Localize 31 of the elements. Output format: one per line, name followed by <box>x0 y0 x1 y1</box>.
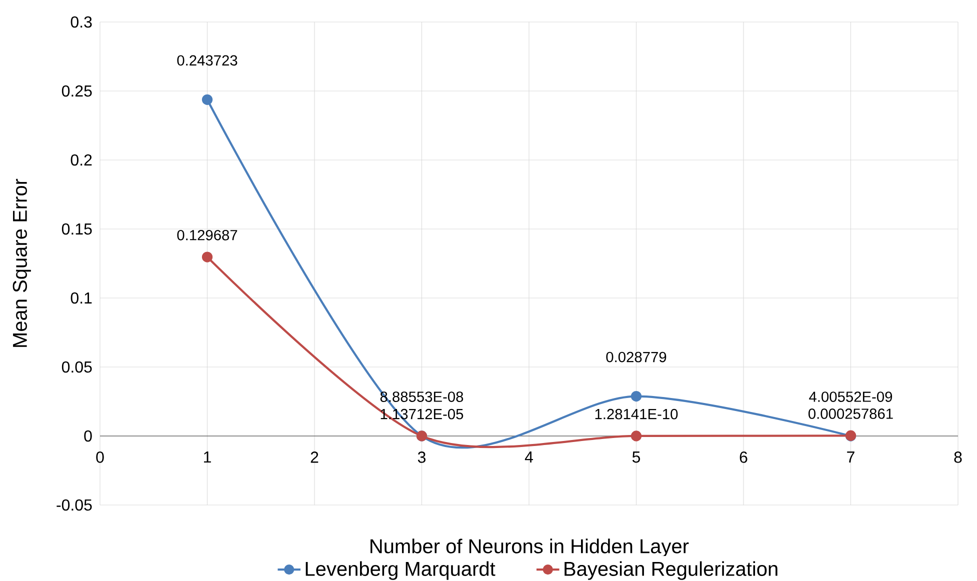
x-tick-label: 7 <box>847 452 854 463</box>
x-tick-label: 5 <box>632 452 640 463</box>
point <box>630 430 642 442</box>
point <box>630 390 642 402</box>
point <box>202 252 213 262</box>
y-tick-label: 0.25 <box>62 85 92 97</box>
y-tick-label: 0 <box>84 430 92 442</box>
x-tick-label: 4 <box>524 452 533 463</box>
data-label: 0.129687 <box>177 230 238 240</box>
x-axis-title: Number of Neurons in Hidden Layer <box>370 538 689 558</box>
y-tick-label: 0.1 <box>70 292 92 304</box>
legend-label: Levenberg Marquardt <box>306 561 496 580</box>
data-label: 1.28141E-10 <box>595 408 678 420</box>
data-label: 4.00552E-09 <box>809 392 892 402</box>
y-tick-label: 0.3 <box>70 16 92 28</box>
y-tick-label: 0.05 <box>62 361 92 373</box>
point <box>202 94 213 105</box>
x-tick-label: 0 <box>96 452 104 463</box>
data-label: 0.243723 <box>177 55 238 66</box>
x-tick-label: 1 <box>204 452 211 463</box>
data-label: 0.028779 <box>606 352 666 362</box>
data-label: 0.000257861 <box>808 408 893 419</box>
y-tick-label: 0.2 <box>70 154 92 166</box>
x-tick-label: 6 <box>740 452 748 463</box>
x-tick-label: 2 <box>310 452 318 463</box>
x-tick-label: 3 <box>418 452 426 463</box>
x-tick-label: 8 <box>954 452 962 463</box>
y-axis-title: Mean Square Error <box>12 178 31 347</box>
legend-label: Bayesian Regulerization <box>564 561 778 580</box>
y-tick-label: -0.05 <box>56 499 92 511</box>
y-tick-label: 0.15 <box>62 223 92 235</box>
